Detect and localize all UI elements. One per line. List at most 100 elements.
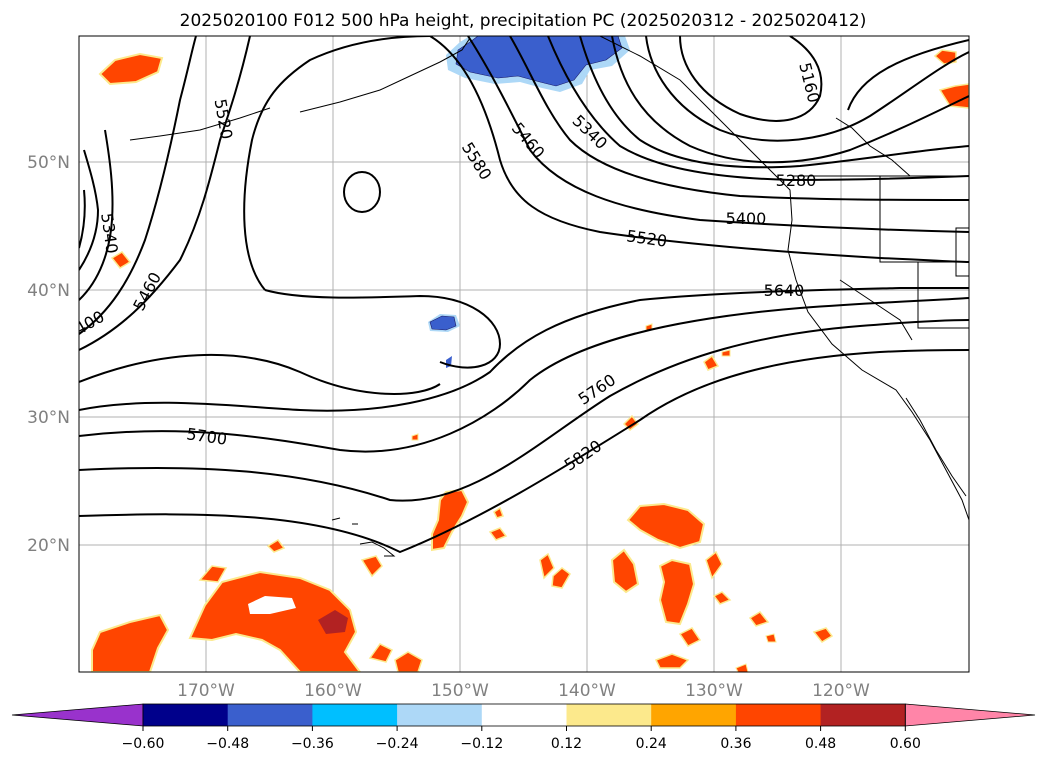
precip-region-se-10 [654, 653, 690, 669]
colorbar-ticks: −0.60 −0.48 −0.36 −0.24 −0.12 0.12 0.24 0.36 0.4… [122, 726, 921, 752]
contour-5760 [79, 319, 969, 502]
precip-region-sw-6 [394, 651, 423, 672]
precip-region-se-1 [626, 502, 706, 550]
colorbar-extend-low [11, 703, 144, 727]
precip-region-nw-corner [98, 52, 164, 86]
precip-region-sw-1 [91, 613, 170, 672]
colorbar-segment [651, 704, 737, 726]
aleutian-chain [129, 107, 271, 141]
contour-5340 [579, 36, 969, 169]
state-border-3 [839, 279, 913, 341]
island-small-1 [331, 517, 341, 521]
precip-region-ne-coast [938, 83, 969, 109]
contour-5700 [79, 297, 969, 453]
contour-5400 [547, 36, 969, 182]
colorbar-tick-label: −0.48 [206, 736, 249, 752]
contour-5640 [79, 286, 969, 412]
alaska-peninsula-coast [299, 37, 471, 113]
precip-region-se-7 [712, 591, 732, 605]
precip-region-se-13 [735, 663, 749, 672]
map-area: 5520 5580 5460 5340 5160 5280 5400 5520 … [78, 35, 970, 673]
colorbar-tick-label: 0.12 [551, 736, 582, 752]
precip-region-sw-5 [368, 643, 394, 663]
longitude-labels: 170°W 160°W 150°W 140°W 130°W 120°W [177, 681, 870, 701]
precip-region-tropical-6 [703, 354, 720, 371]
colorbar: −0.60 −0.48 −0.36 −0.24 −0.12 0.12 0.24 0.36 0.4… [11, 703, 1036, 752]
precip-region-tropical-7 [721, 349, 731, 357]
precip-region-se-3 [658, 558, 696, 626]
precip-region-se-8 [748, 611, 770, 627]
lon-label-120w: 120°W [812, 681, 870, 701]
precip-region-se-2 [610, 548, 640, 594]
lat-label-20n: 20°N [27, 536, 70, 556]
lon-label-140w: 140°W [558, 681, 616, 701]
lat-label-50n: 50°N [27, 153, 70, 173]
precip-region-north-mid [455, 36, 623, 87]
colorbar-tick-label: 0.48 [805, 736, 836, 752]
hawaii-islands [359, 541, 396, 557]
lon-label-130w: 130°W [685, 681, 743, 701]
precip-region-sw-4 [266, 539, 286, 553]
map-background [79, 36, 969, 672]
precip-region-tropical-5 [411, 433, 419, 441]
contour-5460 [509, 36, 969, 201]
state-border-1 [879, 176, 954, 263]
page-title: 2025020100 F012 500 hPa height, precipit… [180, 11, 867, 31]
contour-label-5400: 5400 [726, 209, 767, 228]
contour-5580-west [79, 36, 251, 351]
lon-label-170w: 170°W [177, 681, 235, 701]
colorbar-tick-label: −0.24 [376, 736, 419, 752]
colorbar-segment [312, 704, 398, 726]
colorbar-segment [735, 704, 822, 726]
contour-5400-west [79, 149, 100, 271]
colorbar-tick-label: 0.60 [890, 736, 921, 752]
lat-label-30n: 30°N [27, 408, 70, 428]
precip-region-sw-2-hole [248, 596, 296, 614]
colorbar-segment [566, 704, 652, 726]
precip-region-se-9 [678, 627, 702, 647]
contour-5520-loop-left [243, 36, 431, 291]
contour-5280 [611, 36, 969, 164]
precip-region-sw-3 [198, 565, 228, 583]
state-border-4 [955, 227, 969, 277]
gridlines [79, 36, 969, 672]
precip-region-se-12 [765, 633, 777, 643]
precip-region-sw-7 [360, 555, 383, 578]
contour-5580-loop [264, 289, 502, 369]
baja-peninsula [905, 397, 967, 497]
contour-5220 [645, 36, 969, 142]
precip-region-se-6 [705, 550, 723, 580]
precip-region-sw-dark [318, 610, 348, 634]
height-contours [79, 36, 969, 554]
precip-region-ne-corner [933, 49, 957, 65]
colorbar-segment [227, 704, 313, 726]
precip-region-central-mid [429, 315, 457, 331]
map-frame [78, 35, 970, 673]
contour-5460-west [79, 129, 114, 301]
colorbar-segment [820, 704, 906, 726]
colorbar-segment [143, 704, 229, 726]
coastlines [129, 36, 969, 557]
contour-5520-east [467, 36, 969, 233]
lon-label-150w: 150°W [431, 681, 489, 701]
contour-5640-west [79, 353, 441, 395]
positive-precip-regions [91, 49, 969, 672]
colorbar-tick-label: −0.60 [122, 736, 165, 752]
contour-5160 [679, 36, 823, 122]
precip-region-tropical-3 [493, 506, 504, 519]
lat-label-40n: 40°N [27, 281, 70, 301]
contour-5580 [429, 36, 969, 263]
contour-5340-west [79, 189, 86, 249]
latitude-labels: 50°N 40°N 30°N 20°N [27, 153, 70, 556]
colorbar-frame [142, 703, 906, 727]
contour-5820 [79, 349, 969, 554]
colorbar-tick-label: 0.36 [720, 736, 751, 752]
contour-label-5640: 5640 [764, 281, 805, 300]
colorbar-extend-high [904, 703, 1036, 727]
colorbar-tick-label: 0.24 [636, 736, 667, 752]
north-america-west-coast [599, 36, 969, 521]
lon-label-160w: 160°W [304, 681, 362, 701]
colorbar-segment [397, 704, 483, 726]
precip-region-se-5 [551, 567, 571, 589]
